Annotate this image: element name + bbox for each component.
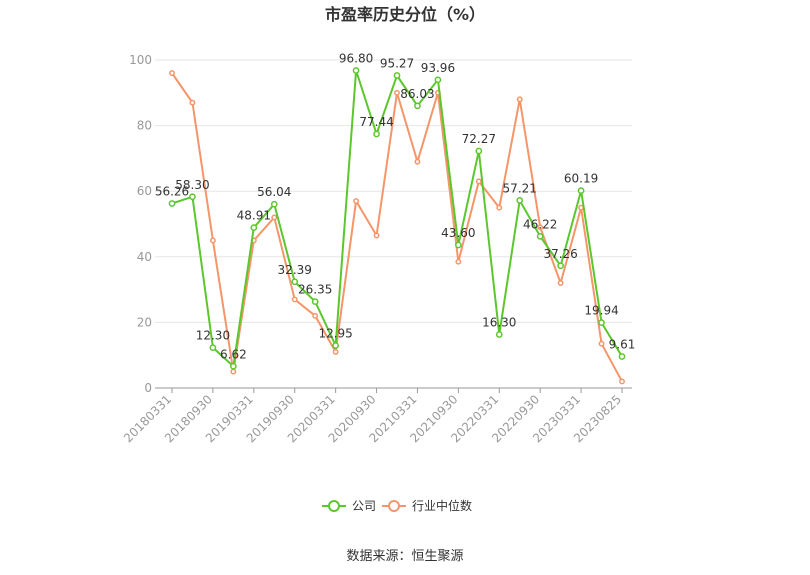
data-point — [455, 258, 462, 265]
data-point — [230, 362, 237, 370]
data-point — [516, 96, 523, 103]
legend-label: 行业中位数 — [412, 498, 472, 513]
legend-label: 公司 — [352, 499, 376, 513]
data-label: 26.35 — [298, 283, 332, 297]
data-point — [373, 232, 380, 239]
data-point — [373, 130, 380, 138]
data-point — [475, 178, 482, 185]
data-point — [209, 344, 217, 352]
data-point — [619, 378, 625, 385]
x-axis: 2018033120180930201903312019093020200331… — [121, 387, 632, 445]
data-point — [394, 89, 400, 96]
chart-title: 市盈率历史分位（%） — [325, 5, 485, 24]
data-point — [189, 99, 196, 106]
data-point — [495, 331, 503, 338]
data-label: 93.96 — [421, 61, 455, 75]
data-label: 46.22 — [523, 217, 557, 231]
data-point — [332, 342, 339, 349]
data-label: 58.30 — [175, 178, 209, 192]
data-point — [312, 312, 319, 319]
y-tick-label: 40 — [137, 250, 152, 264]
data-point — [393, 72, 401, 79]
data-label: 19.94 — [584, 304, 618, 318]
y-tick-label: 0 — [144, 381, 152, 395]
data-point — [557, 280, 564, 286]
data-point — [557, 262, 564, 270]
data-point — [291, 278, 299, 286]
data-point — [598, 340, 605, 347]
data-label: 43.60 — [441, 226, 475, 240]
data-point — [414, 158, 421, 165]
data-point — [189, 193, 196, 201]
data-label: 56.04 — [257, 185, 291, 199]
data-label: 37.26 — [543, 247, 577, 261]
data-point — [536, 233, 544, 240]
data-point — [168, 200, 176, 207]
data-point — [291, 296, 298, 303]
data-point — [270, 200, 278, 208]
y-tick-label: 100 — [129, 53, 152, 67]
grid — [155, 59, 632, 323]
y-tick-label: 20 — [137, 315, 152, 329]
data-label: 57.21 — [503, 181, 537, 195]
data-point — [332, 348, 339, 355]
data-label: 96.80 — [339, 51, 373, 65]
data-point — [516, 197, 524, 204]
data-point — [209, 237, 216, 244]
data-label: 77.44 — [359, 115, 393, 129]
series-layer — [168, 67, 626, 385]
data-point — [271, 214, 278, 221]
legend-item-1[interactable]: 行业中位数 — [382, 498, 472, 513]
data-point — [434, 76, 442, 84]
legend-marker — [388, 500, 400, 512]
y-axis: 0 20 40 60 80 100 — [129, 53, 152, 395]
y-tick-label: 60 — [137, 184, 152, 198]
legend-marker — [328, 500, 340, 512]
data-label: 60.19 — [564, 172, 598, 186]
legend[interactable]: 公司 行业中位数 — [322, 498, 472, 513]
data-label: 48.91 — [237, 209, 271, 223]
source-note: 数据来源：恒生聚源 — [346, 549, 463, 564]
data-point — [230, 368, 237, 375]
data-label: 32.39 — [278, 263, 312, 277]
data-label: 95.27 — [380, 57, 414, 71]
data-point — [414, 102, 421, 110]
data-label: 9.61 — [609, 337, 636, 351]
data-label: 12.95 — [318, 327, 352, 341]
data-point — [353, 198, 360, 204]
data-point — [455, 241, 462, 249]
data-label: 56.26 — [155, 184, 189, 198]
data-label: 86.03 — [400, 87, 434, 101]
data-point — [537, 224, 544, 231]
legend-item-0[interactable]: 公司 — [322, 499, 376, 513]
data-point — [475, 147, 483, 155]
data-point — [311, 298, 319, 305]
data-point — [169, 70, 175, 77]
data-point — [577, 187, 585, 194]
data-label: 6.62 — [220, 347, 247, 361]
y-tick-label: 80 — [137, 119, 152, 133]
data-point — [352, 67, 360, 74]
data-label: 16.30 — [482, 316, 516, 330]
data-point — [496, 204, 503, 211]
data-point — [598, 319, 605, 326]
data-label: 72.27 — [462, 132, 496, 146]
data-point — [618, 353, 626, 360]
data-point — [250, 224, 258, 231]
data-label: 12.30 — [196, 329, 230, 343]
